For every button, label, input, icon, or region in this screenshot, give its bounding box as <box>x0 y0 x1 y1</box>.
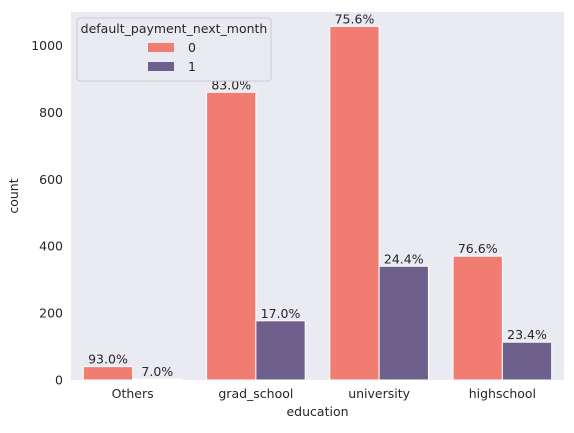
y-tick-label-1000: 1000 <box>31 38 63 53</box>
legend-label-series-1: 1 <box>188 59 196 74</box>
y-tick-label-200: 200 <box>39 306 63 321</box>
y-axis-label: count <box>6 178 21 213</box>
bars-group <box>82 25 553 381</box>
bar-grad_school-series-0 <box>206 91 257 381</box>
y-axis-ticks: 0 200 400 600 800 1000 <box>31 38 63 388</box>
data-label-highschool-series-1: 23.4% <box>507 327 547 342</box>
data-label-highschool-series-0: 76.6% <box>458 241 498 256</box>
x-tick-label-grad_school: grad_school <box>218 386 293 401</box>
bar-highschool-series-0 <box>452 255 503 381</box>
bar-Others-series-1 <box>132 378 183 381</box>
data-label-Others-series-0: 93.0% <box>88 352 128 367</box>
bar-university-series-0 <box>329 25 380 381</box>
data-label-university-series-1: 24.4% <box>384 251 424 266</box>
legend-title: default_payment_next_month <box>81 21 268 36</box>
bar-highschool-series-1 <box>501 341 553 381</box>
legend: default_payment_next_month 0 1 <box>76 17 272 82</box>
x-axis-ticks: Others grad_school university highschool <box>112 386 536 401</box>
x-tick-label-Others: Others <box>112 386 154 401</box>
x-tick-label-university: university <box>348 386 410 401</box>
data-label-Others-series-1: 7.0% <box>141 364 173 379</box>
x-tick-label-highschool: highschool <box>469 386 536 401</box>
y-tick-label-600: 600 <box>39 172 63 187</box>
legend-swatch-series-0 <box>148 43 174 52</box>
data-label-university-series-0: 75.6% <box>335 11 375 26</box>
legend-label-series-0: 0 <box>188 40 196 55</box>
y-tick-label-400: 400 <box>39 239 63 254</box>
legend-swatch-series-1 <box>148 62 174 71</box>
bar-Others-series-0 <box>82 366 134 381</box>
bar-grad_school-series-1 <box>255 320 306 381</box>
x-axis-label: education <box>286 404 348 419</box>
y-tick-label-0: 0 <box>55 373 63 388</box>
bar-university-series-1 <box>378 265 429 381</box>
y-tick-label-800: 800 <box>39 105 63 120</box>
data-label-grad_school-series-1: 17.0% <box>261 306 301 321</box>
